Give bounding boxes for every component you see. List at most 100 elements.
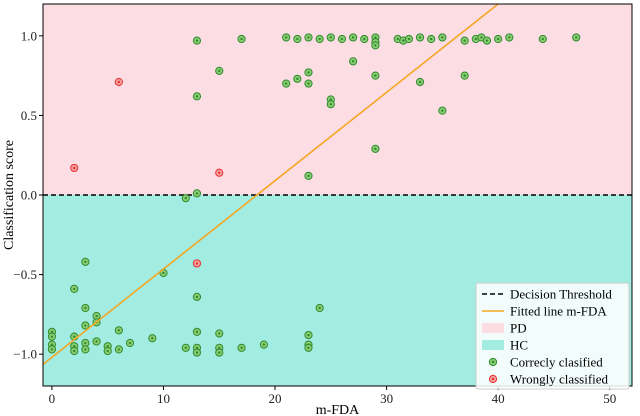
legend-swatch [482,340,504,350]
legend-box [475,282,630,390]
legend-label: Wrongly classified [510,372,609,387]
point-correct [282,79,291,88]
point-correct [438,106,447,115]
legend: Decision Threshold Fitted line m-FDA PD HC C… [475,282,630,390]
point-correct [237,34,246,44]
point-correct [81,257,90,266]
point-correct [415,77,425,87]
point-correct [181,194,190,203]
legend-item: Fitted line m-FDA [482,304,607,319]
point-correct [304,330,313,340]
y-tick-label: 0.0 [21,188,37,203]
legend-label: Correcly clasified [510,355,603,370]
point-correct [293,74,302,83]
point-correct [47,332,57,341]
x-tick-label: 0 [49,391,56,406]
point-correct [192,348,202,357]
point-correct [81,345,90,354]
legend-item: Correcly clasified [488,355,603,370]
point-correct [315,34,324,44]
fitted-line [42,3,499,366]
y-axis-label: Classification score [2,140,17,250]
point-correct [315,303,324,313]
x-tick-label: 30 [380,391,393,406]
x-tick-label: 10 [157,391,170,406]
legend-label: PD [510,321,527,336]
fitted-line-layer [42,3,499,366]
legend-item: PD [482,321,527,336]
y-tick-label: 0.5 [21,108,37,123]
legend-item: HC [482,338,528,353]
x-tick-label: 20 [269,391,282,406]
point-correct [70,346,79,356]
legend-swatch [482,323,504,333]
legend-label: HC [510,338,528,353]
points-layer [47,33,581,357]
point-correct [304,171,313,180]
point-correct [192,292,202,301]
point-correct [282,33,291,42]
point-correct [237,343,246,352]
point-correct [415,33,425,42]
point-correct [125,338,135,348]
point-correct [572,33,581,42]
point-correct [192,92,202,101]
point-correct [371,71,380,80]
point-correct [215,66,224,75]
point-correct [70,284,79,294]
point-correct [293,34,302,44]
y-tick-label: 1.0 [21,28,37,43]
point-correct [81,321,90,330]
point-correct [460,71,469,80]
legend-label: Decision Threshold [510,287,612,302]
point-correct [482,36,492,45]
point-correct [215,329,224,338]
point-correct [371,41,380,50]
point-wrong [70,163,79,173]
point-correct [103,346,112,356]
point-correct [114,326,123,335]
y-tick-label: −0.5 [13,267,37,282]
point-correct [349,33,358,42]
y-tick-label: −1.0 [13,347,37,362]
x-tick-label: 50 [603,391,616,406]
point-correct [349,57,358,66]
point-wrong [192,259,202,268]
point-correct [304,343,313,352]
point-correct [304,68,313,77]
point-correct [371,144,380,153]
point-correct [505,33,514,42]
point-correct [427,34,436,44]
point-correct [304,79,313,88]
ticks-layer: 0 10 20 30 40 50 −1.0 −0.5 0.0 0.5 1.0 [13,28,616,406]
point-correct [259,340,268,349]
point-correct [47,345,57,354]
point-correct [114,345,123,354]
point-correct [326,100,335,109]
point-correct [460,36,469,45]
point-correct [326,33,335,42]
point-correct [192,189,202,198]
point-correct [538,34,547,44]
point-correct [304,33,313,42]
point-correct [360,34,369,44]
point-correct [192,36,202,45]
point-correct [81,303,90,313]
point-correct [494,34,503,44]
point-wrong [114,77,123,87]
legend-item: Wrongly classified [488,372,609,387]
point-wrong [215,168,224,177]
x-axis-label: m-FDA [316,403,360,416]
legend-item: Decision Threshold [482,287,612,302]
legend-label: Fitted line m-FDA [510,304,607,319]
point-correct [438,33,447,42]
point-correct [92,337,101,346]
point-correct [404,34,413,44]
point-correct [148,334,157,343]
region-pd [43,4,632,195]
point-correct [215,348,224,357]
point-correct [181,343,190,352]
x-tick-label: 40 [492,391,505,406]
point-correct [337,34,347,44]
